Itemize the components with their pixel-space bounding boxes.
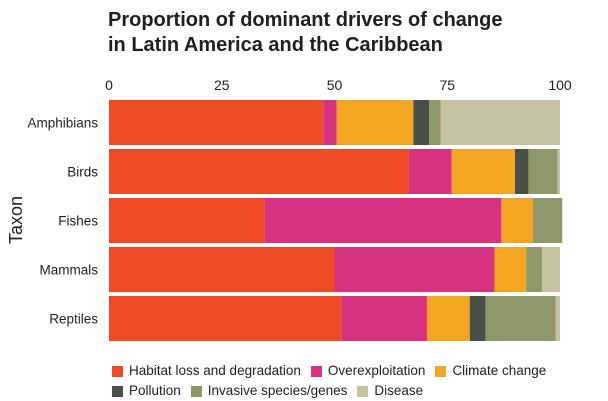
bar-fishes-climate-change bbox=[501, 198, 533, 243]
legend-swatch-pollution bbox=[112, 385, 123, 397]
bar-birds-climate-change bbox=[451, 149, 515, 194]
legend-item-pollution: Pollution bbox=[112, 381, 181, 401]
bar-birds-invasive-species-genes bbox=[528, 149, 558, 194]
bar-amphibians-invasive-species-genes bbox=[429, 100, 441, 145]
legend-label-pollution: Pollution bbox=[129, 383, 181, 398]
category-label-mammals: Mammals bbox=[39, 263, 98, 278]
bar-amphibians-climate-change bbox=[336, 100, 414, 145]
bar-reptiles-climate-change bbox=[426, 296, 470, 341]
legend-label-overexploitation: Overexploitation bbox=[327, 363, 426, 378]
chart-title: Proportion of dominant drivers of change… bbox=[108, 8, 588, 58]
x-tick-label-0: 0 bbox=[105, 77, 113, 93]
legend-label-habitat-loss: Habitat loss and degradation bbox=[129, 363, 301, 378]
bar-reptiles-disease bbox=[555, 296, 560, 341]
legend-item-overexploitation: Overexploitation bbox=[310, 361, 426, 381]
bar-mammals-climate-change bbox=[494, 247, 527, 292]
bar-fishes-overexploitation bbox=[264, 198, 502, 243]
bar-reptiles-invasive-species-genes bbox=[485, 296, 556, 341]
legend-item-disease: Disease bbox=[357, 381, 423, 401]
legend-label-disease: Disease bbox=[374, 383, 424, 398]
bar-birds-overexploitation bbox=[408, 149, 452, 194]
category-label-reptiles: Reptiles bbox=[49, 312, 98, 327]
y-axis-title: Taxon bbox=[6, 196, 26, 244]
legend-label-invasive-species: Invasive species/genes bbox=[207, 383, 348, 398]
bar-reptiles-pollution bbox=[469, 296, 486, 341]
bar-birds-disease bbox=[557, 149, 560, 194]
legend-row-2: Pollution Invasive species/genes Disease bbox=[112, 381, 602, 401]
legend-swatch-habitat-loss bbox=[112, 365, 123, 377]
bar-amphibians-overexploitation bbox=[323, 100, 337, 145]
chart-legend: Habitat loss and degradation Overexploit… bbox=[112, 361, 602, 401]
x-tick-label-75: 75 bbox=[439, 77, 455, 93]
bar-mammals-invasive-species-genes bbox=[526, 247, 542, 292]
x-tick-label-25: 25 bbox=[214, 77, 230, 93]
legend-item-invasive-species: Invasive species/genes bbox=[190, 381, 348, 401]
x-tick-label-50: 50 bbox=[327, 77, 343, 93]
category-label-amphibians: Amphibians bbox=[27, 116, 98, 131]
legend-label-climate-change: Climate change bbox=[452, 363, 547, 378]
bar-mammals-disease bbox=[541, 247, 560, 292]
chart-title-line-2: in Latin America and the Caribbean bbox=[108, 34, 443, 56]
bar-birds-habitat-loss-and-degradation bbox=[109, 149, 409, 194]
bar-birds-pollution bbox=[514, 149, 529, 194]
legend-item-habitat-loss: Habitat loss and degradation bbox=[112, 361, 301, 381]
legend-item-climate-change: Climate change bbox=[435, 361, 546, 381]
bar-mammals-overexploitation bbox=[334, 247, 495, 292]
stacked-bar-chart: 0 25 50 75 100 Amphibians Birds Fishes Mammals Re… bbox=[6, 77, 572, 341]
bar-mammals-habitat-loss-and-degradation bbox=[109, 247, 335, 292]
category-label-birds: Birds bbox=[67, 165, 98, 180]
bar-fishes-habitat-loss-and-degradation bbox=[109, 198, 265, 243]
legend-row-1: Habitat loss and degradation Overexploit… bbox=[112, 361, 602, 381]
legend-swatch-overexploitation bbox=[310, 365, 322, 377]
category-label-fishes: Fishes bbox=[58, 214, 98, 229]
legend-swatch-disease bbox=[357, 385, 369, 397]
bar-fishes-invasive-species-genes bbox=[532, 198, 563, 243]
bar-amphibians-disease bbox=[440, 100, 560, 145]
bar-amphibians-habitat-loss-and-degradation bbox=[109, 100, 324, 145]
bar-reptiles-habitat-loss-and-degradation bbox=[109, 296, 342, 341]
legend-swatch-climate-change bbox=[435, 365, 447, 377]
bar-amphibians-pollution bbox=[413, 100, 430, 145]
bar-reptiles-overexploitation bbox=[341, 296, 427, 341]
legend-swatch-invasive-species bbox=[190, 385, 202, 397]
chart-title-line-1: Proportion of dominant drivers of change bbox=[108, 9, 503, 31]
x-tick-label-100: 100 bbox=[548, 77, 572, 93]
